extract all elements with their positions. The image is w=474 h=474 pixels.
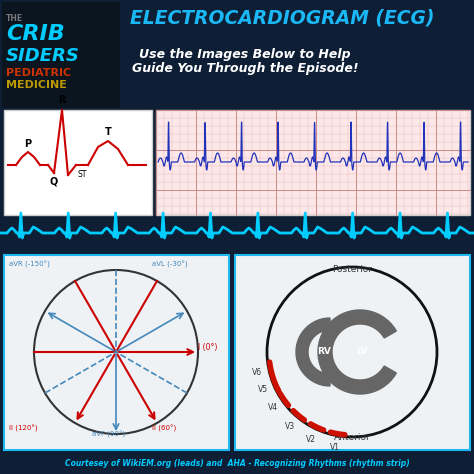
- Text: P: P: [25, 139, 32, 149]
- Bar: [2, 2, 120, 108]
- Bar: [4, 255, 229, 450]
- Text: Posterior: Posterior: [332, 265, 372, 274]
- Text: MEDICINE: MEDICINE: [6, 80, 67, 90]
- Text: ST: ST: [77, 170, 87, 179]
- Text: ELECTROCARDIOGRAM (ECG): ELECTROCARDIOGRAM (ECG): [130, 8, 435, 27]
- Polygon shape: [318, 310, 396, 394]
- Bar: [156, 110, 470, 215]
- Text: II (120°): II (120°): [9, 424, 37, 431]
- Text: V6: V6: [252, 368, 262, 377]
- Text: I (0°): I (0°): [198, 343, 218, 352]
- Text: aVL (-30°): aVL (-30°): [152, 261, 188, 268]
- Text: V1: V1: [330, 443, 340, 452]
- Text: V2: V2: [306, 436, 316, 445]
- Text: V5: V5: [258, 385, 268, 394]
- Text: aVF (90°): aVF (90°): [92, 431, 125, 438]
- Text: Guide You Through the Episode!: Guide You Through the Episode!: [132, 62, 358, 75]
- Text: THE: THE: [6, 14, 23, 23]
- Text: PEDIATRIC: PEDIATRIC: [6, 68, 71, 78]
- Text: Q: Q: [50, 177, 58, 187]
- Text: CRIB: CRIB: [6, 24, 65, 44]
- Text: Anterior: Anterior: [334, 433, 370, 442]
- Bar: [4, 110, 152, 215]
- Text: V3: V3: [284, 422, 295, 431]
- Text: T: T: [105, 127, 111, 137]
- Text: Courtesey of WikiEM.org (leads) and  AHA - Recognizing Rhythms (rhythm strip): Courtesey of WikiEM.org (leads) and AHA …: [64, 459, 410, 468]
- Text: R: R: [58, 95, 66, 105]
- Text: aVR (-150°): aVR (-150°): [9, 261, 50, 268]
- Bar: [235, 255, 470, 450]
- Text: II (60°): II (60°): [152, 424, 176, 431]
- Text: Use the Images Below to Help: Use the Images Below to Help: [139, 48, 351, 61]
- Text: SIDERS: SIDERS: [6, 47, 80, 65]
- Text: V4: V4: [267, 403, 278, 412]
- Text: RV: RV: [317, 347, 331, 356]
- Polygon shape: [296, 318, 330, 386]
- Text: LV: LV: [356, 347, 368, 356]
